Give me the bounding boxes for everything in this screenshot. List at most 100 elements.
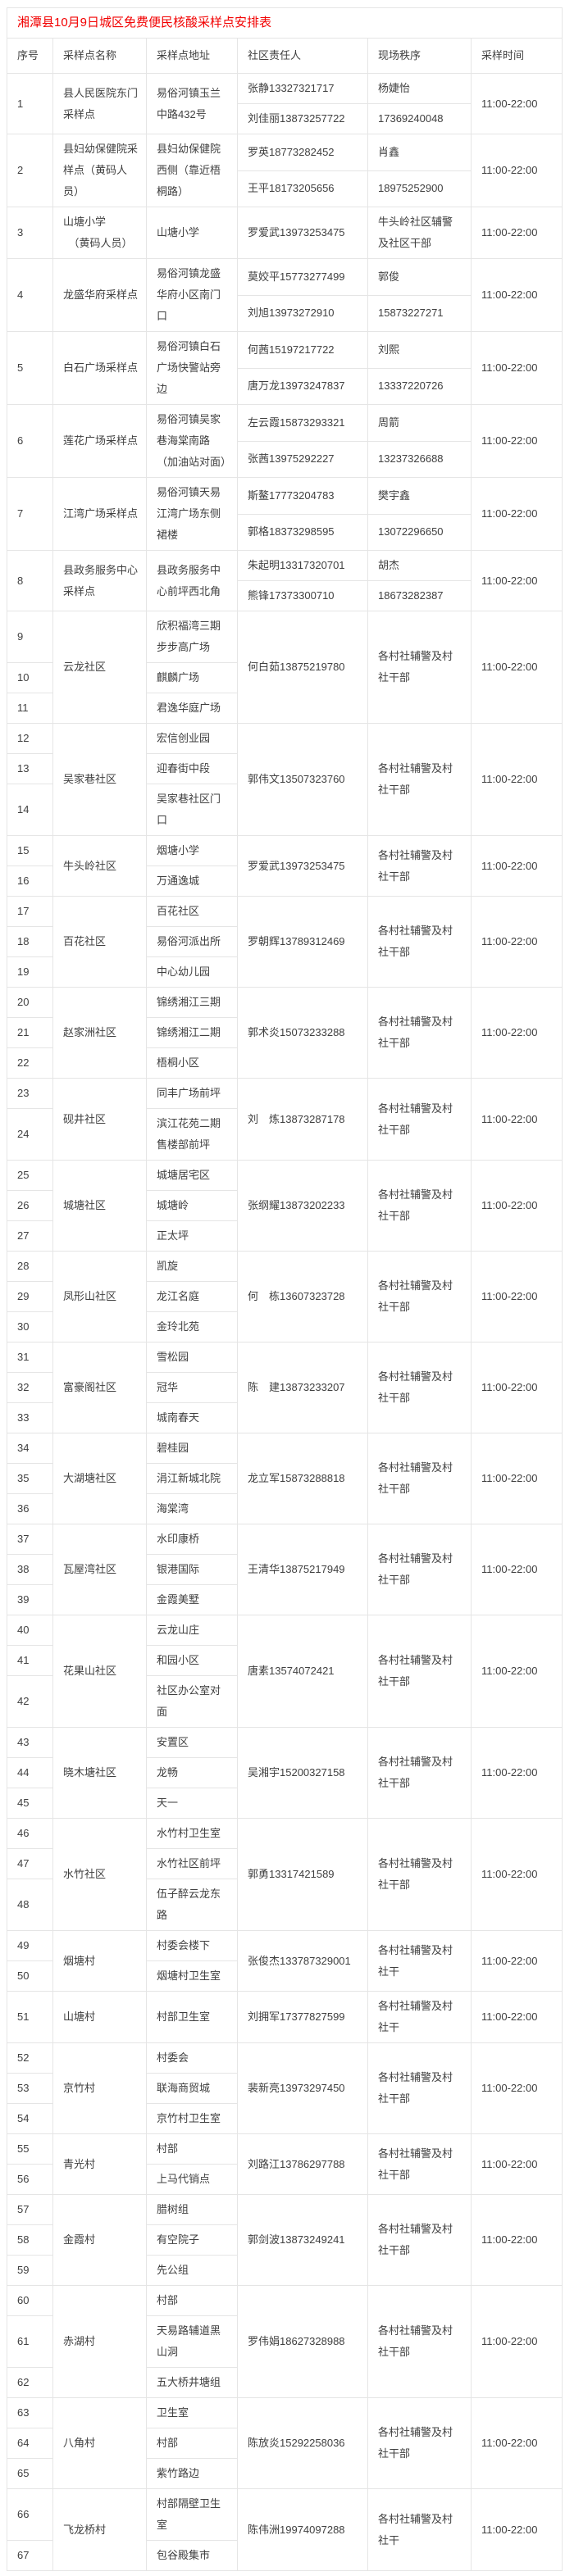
cell-site-address: 宏信创业园 [146,723,238,754]
cell-site-address: 城南春天 [146,1402,238,1433]
cell-site-name: 牛头岭社区 [52,835,147,897]
cell-community-contact: 左云霞15873293321 [237,404,368,442]
cell-serial-number: 6 [7,404,53,478]
cell-site-name: 县人民医院东门采样点 [52,73,147,134]
cell-community-contact: 莫姣平15773277499 [237,258,368,296]
cell-site-order-keeper: 各村社辅警及村社干部 [367,1342,472,1433]
table-row: 41 和园小区 [7,1645,563,1676]
cell-community-contact: 王平18173205656 [237,170,368,207]
cell-site-order-keeper: 郭俊 [367,258,472,296]
column-header: 社区责任人 [237,38,368,74]
table-row: 57 金霞村 腊树组 郭剑波13873249241 各村社辅警及村社干部 11:00-22… [7,2194,563,2286]
cell-site-address: 村部 [146,2133,238,2165]
cell-site-name: 赤湖村 [52,2285,147,2398]
cell-serial-number: 62 [7,2367,53,2398]
cell-serial-number: 30 [7,1311,53,1343]
cell-sampling-time: 11:00-22:00 [470,134,563,207]
cell-serial-number: 40 [7,1615,53,1646]
cell-site-address: 迎春街中段 [146,753,238,784]
table-row: 56 上马代销点 [7,2164,563,2195]
cell-site-order-keeper: 胡杰 [367,550,472,581]
cell-serial-number: 67 [7,2540,53,2571]
table-row: 张茜13975292227 13237326688 [7,440,563,478]
cell-community-contact: 斯鳌17773204783 [237,477,368,515]
cell-site-address: 天一 [146,1788,238,1819]
cell-community-contact: 郭格18373298595 [237,513,368,551]
cell-site-address: 易俗河镇龙盛华府小区南门口 [146,258,238,332]
cell-site-address: 有空院子 [146,2224,238,2256]
cell-site-address: 县妇幼保健院西侧（靠近梧桐路） [146,134,238,207]
table-row: 38 银港国际 [7,1554,563,1585]
table-row: 63 八角村 卫生室 陈放炎15292258036 各村社辅警及村社干部 11:00-22… [7,2397,563,2489]
cell-community-contact: 朱起明13317320701 [237,550,368,581]
cell-serial-number: 56 [7,2164,53,2195]
cell-serial-number: 13 [7,753,53,784]
cell-site-address: 京竹村卫生室 [146,2103,238,2134]
cell-sampling-time: 11:00-22:00 [470,1433,563,1524]
cell-site-address: 龙畅 [146,1757,238,1788]
cell-community-contact: 刘佳丽13873257722 [237,103,368,134]
cell-site-name: 赵家洲社区 [52,987,147,1079]
cell-site-order-keeper: 肖鑫 [367,134,472,171]
cell-site-address: 百花社区 [146,896,238,927]
cell-site-address: 冠华 [146,1372,238,1403]
cell-serial-number: 60 [7,2285,53,2316]
cell-site-address: 包谷殿集市 [146,2540,238,2571]
cell-serial-number: 32 [7,1372,53,1403]
cell-community-contact: 张纲耀13873202233 [237,1160,368,1252]
column-header: 序号 [7,38,53,74]
cell-site-address: 卫生室 [146,2397,238,2428]
cell-site-order-keeper: 13072296650 [367,513,472,551]
cell-site-address: 金玲北苑 [146,1311,238,1343]
table-row: 12 吴家巷社区 宏信创业园 郭伟文13507323760 各村社辅警及村社干部 11:0… [7,723,563,836]
cell-community-contact: 何白茹13875219780 [237,611,368,724]
table-row: 17 百花社区 百花社区 罗朝辉13789312469 各村社辅警及村社干部 11:00-… [7,896,563,988]
cell-serial-number: 53 [7,2073,53,2104]
table-row: 16 万通逸城 [7,865,563,897]
cell-site-address: 滨江花苑二期售楼部前坪 [146,1108,238,1161]
cell-site-address: 欣积福湾三期步步高广场 [146,611,238,663]
cell-community-contact: 龙立军15873288818 [237,1433,368,1524]
cell-site-name: 青光村 [52,2133,147,2195]
header-row: 序号 采样点名称 采样点地址 社区责任人 现场秩序 采样时间 [7,38,563,74]
cell-serial-number: 66 [7,2488,53,2541]
table-row: 19 中心幼儿园 [7,956,563,988]
cell-site-address: 凯旋 [146,1251,238,1282]
cell-site-name: 云龙社区 [52,611,147,724]
cell-site-address: 涓江新城北院 [146,1463,238,1494]
cell-sampling-time: 11:00-22:00 [470,1727,563,1819]
cell-site-name: 京竹村 [52,2042,147,2134]
cell-site-order-keeper: 13337220726 [367,367,472,405]
cell-community-contact: 罗朝辉13789312469 [237,896,368,988]
cell-site-address: 和园小区 [146,1645,238,1676]
cell-site-order-keeper: 各村社辅警及村社干部 [367,1433,472,1524]
cell-site-address: 易俗河镇天易江湾广场东侧裙楼 [146,477,238,551]
table-row: 唐万龙13973247837 13337220726 [7,367,563,405]
table-row: 22 梧桐小区 [7,1047,563,1079]
cell-site-order-keeper: 各村社辅警及村社干部 [367,1727,472,1819]
table-row: 13 迎春街中段 [7,753,563,784]
table-row: 9 云龙社区 欣积福湾三期步步高广场 何白茹13875219780 各村社辅警及村社干部… [7,611,563,724]
cell-site-address: 城塘居宅区 [146,1160,238,1191]
table-row: 2 县妇幼保健院采样点（黄码人员） 县妇幼保健院西侧（靠近梧桐路） 罗英1877328… [7,134,563,207]
table-row: 31 富豪阁社区 雪松园陈 建13873233207 各村社辅警及村社干部 11:00-… [7,1342,563,1433]
cell-sampling-time: 11:00-22:00 [470,2285,563,2398]
cell-serial-number: 65 [7,2458,53,2489]
cell-serial-number: 47 [7,1848,53,1879]
table-row: 25 城塘社区 城塘居宅区 张纲耀13873202233 各村社辅警及村社干部 11:00… [7,1160,563,1252]
cell-site-name: 富豪阁社区 [52,1342,147,1433]
cell-site-address: 水竹村卫生室 [146,1818,238,1849]
table-row: 刘旭13973272910 15873227271 [7,294,563,332]
table-row: 14 吴家巷社区门口 [7,784,563,836]
cell-serial-number: 22 [7,1047,53,1079]
cell-site-name: 山塘小学 （黄码人员） [52,207,147,259]
table-row: 15 牛头岭社区 烟塘小学 罗爱武13973253475 各村社辅警及村社干部 11:00… [7,835,563,897]
cell-site-name: 百花社区 [52,896,147,988]
cell-site-address: 龙江名庭 [146,1281,238,1312]
cell-site-address: 易俗河镇玉兰中路432号 [146,73,238,134]
cell-site-address: 村部隔壁卫生室 [146,2488,238,2541]
cell-serial-number: 49 [7,1930,53,1961]
cell-site-address: 县政务服务中心前坪西北角 [146,550,238,611]
cell-serial-number: 31 [7,1342,53,1373]
cell-site-name: 金霞村 [52,2194,147,2286]
